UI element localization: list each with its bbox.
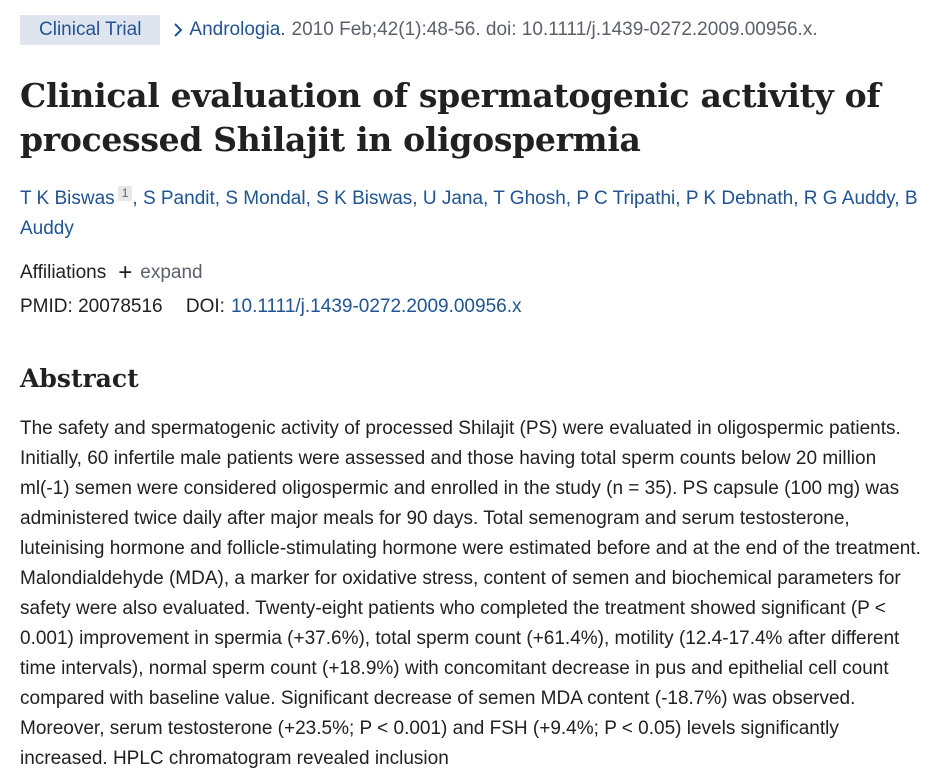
author-link[interactable]: S K Biswas bbox=[316, 188, 413, 209]
journal-citation-bar: Clinical Trial Andrologia. 2010 Feb;42(1… bbox=[20, 15, 930, 45]
affiliations-expand-button[interactable]: + expand bbox=[118, 258, 202, 288]
author-link[interactable]: R G Auddy bbox=[803, 188, 895, 209]
identifiers-row: PMID: 20078516 DOI: 10.1111/j.1439-0272.2… bbox=[20, 292, 930, 322]
author-link[interactable]: U Jana bbox=[422, 188, 484, 209]
affiliations-row: Affiliations + expand bbox=[20, 258, 930, 288]
author-link[interactable]: P C Tripathi bbox=[576, 188, 676, 209]
affiliations-label: Affiliations bbox=[20, 262, 107, 283]
article-page: Clinical Trial Andrologia. 2010 Feb;42(1… bbox=[20, 0, 930, 774]
author-link[interactable]: T Ghosh bbox=[493, 188, 566, 209]
expand-label: expand bbox=[140, 262, 203, 283]
author-link[interactable]: B Auddy bbox=[20, 188, 918, 239]
plus-icon: + bbox=[118, 259, 133, 286]
author-list: T K Biswas 1, S Pandit, S Mondal, S K Bis… bbox=[20, 186, 918, 239]
doi-label: DOI: bbox=[185, 296, 225, 317]
author-link[interactable]: T K Biswas bbox=[20, 188, 115, 209]
abstract-text: The safety and spermatogenic activity of… bbox=[20, 418, 921, 769]
article-title: Clinical evaluation of spermatogenic act… bbox=[20, 76, 881, 159]
pmid-label: PMID: bbox=[20, 296, 73, 317]
author-link[interactable]: S Pandit bbox=[142, 188, 215, 209]
journal-link[interactable]: Andrologia. bbox=[189, 19, 286, 40]
publication-type-badge[interactable]: Clinical Trial bbox=[20, 15, 161, 45]
doi-link[interactable]: 10.1111/j.1439-0272.2009.00956.x bbox=[230, 296, 522, 317]
abstract-heading: Abstract bbox=[20, 364, 139, 393]
pmid-value: 20078516 bbox=[78, 296, 163, 317]
author-link[interactable]: P K Debnath bbox=[685, 188, 794, 209]
chevron-right-icon bbox=[173, 22, 183, 38]
affiliation-ref[interactable]: 1 bbox=[117, 186, 133, 201]
author-link[interactable]: S Mondal bbox=[225, 188, 306, 209]
citation-text: 2010 Feb;42(1):48-56. doi: 10.1111/j.143… bbox=[291, 19, 818, 40]
